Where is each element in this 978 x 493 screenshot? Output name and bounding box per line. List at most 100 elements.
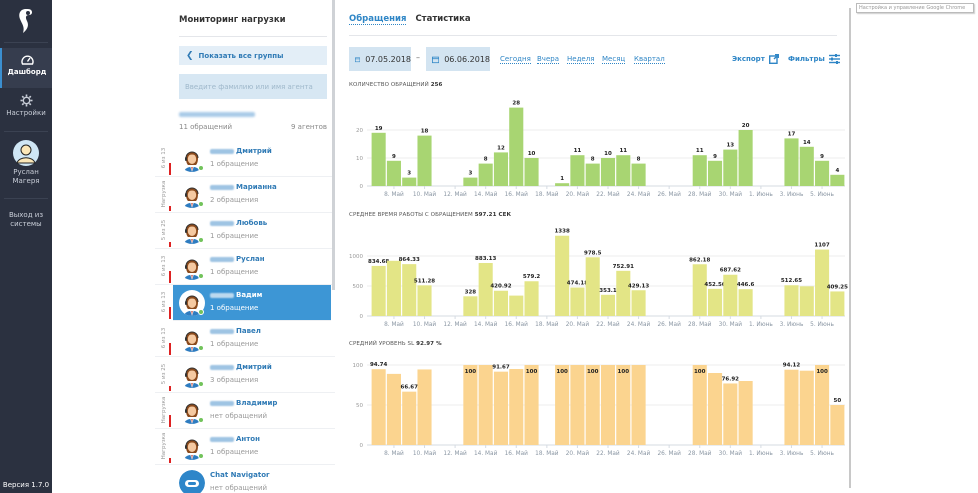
agent-search-input[interactable] <box>179 74 327 99</box>
chart-bar <box>463 365 478 445</box>
chart-bar <box>815 160 830 186</box>
redacted-surname <box>210 148 234 154</box>
x-tick-label: 12. Май <box>443 321 467 328</box>
redacted-surname <box>210 184 234 190</box>
agent-load-indicator: Нагрузка <box>159 431 169 463</box>
chart-title-requests-count: КОЛИЧЕСТВО ОБРАЩЕНИЙ 256 <box>349 82 442 88</box>
show-all-groups-button[interactable]: ❮ Показать все группы <box>179 46 327 65</box>
chart-bar <box>723 274 738 316</box>
agent-request-count: 1 обращение <box>210 448 259 456</box>
agent-list-item[interactable]: Chat Navigator нет обращений <box>155 465 335 493</box>
chart-bar <box>631 365 646 445</box>
x-tick-label: 8. Май <box>384 321 404 328</box>
chart-bar <box>616 270 631 316</box>
agent-avatar-icon <box>184 223 200 244</box>
agent-list-item[interactable]: 5 из 25 Любовь 1 обращение <box>155 213 335 249</box>
bar-data-label: 446.6 <box>737 282 755 288</box>
chart-bar <box>815 365 830 445</box>
online-status-dot <box>198 237 204 243</box>
x-tick-label: 24. Май <box>627 191 651 198</box>
agent-load-bar <box>169 343 171 355</box>
page-scrollbar[interactable] <box>849 8 851 488</box>
x-tick-label: 14. Май <box>474 191 498 198</box>
agent-first-name: Павел <box>236 327 261 335</box>
chart-bar <box>631 290 646 316</box>
quick-range-quarter[interactable]: Квартал <box>634 55 665 64</box>
chevron-left-icon: ❮ <box>186 50 194 61</box>
show-all-groups-label: Показать все группы <box>198 51 284 60</box>
agent-first-name: Дмитрий <box>236 147 272 155</box>
service-level-chart: 0 50 100 94.74 66.67 100 91.67 100 100 100 100 100 7… <box>353 362 845 457</box>
chart-title-value: 256 <box>430 82 443 88</box>
bar-data-label: 18 <box>421 129 429 135</box>
chart-bar <box>493 371 509 445</box>
bar-data-label: 20 <box>742 123 750 129</box>
user-last-name: Магеря <box>12 177 40 185</box>
bar-data-label: 100 <box>526 369 538 375</box>
agent-list-item[interactable]: 5 из 25 Дмитрий 3 обращения <box>155 357 335 393</box>
bar-data-label: 512.65 <box>781 278 802 284</box>
export-label: Экспорт <box>732 55 765 63</box>
agent-request-count: 1 обращение <box>210 232 259 240</box>
chart-bar <box>478 163 493 186</box>
date-to-picker[interactable]: 06.06.2018 <box>426 47 490 71</box>
bar-data-label: 474.18 <box>567 281 588 287</box>
chart-title-value: 597.21 СЕК <box>474 212 512 218</box>
nav-user-profile[interactable]: Руслан Магеря <box>0 140 52 192</box>
nav-item-settings[interactable]: Настройки <box>0 94 52 130</box>
agent-avatar-icon <box>184 187 200 208</box>
agent-request-count: 1 обращение <box>210 160 259 168</box>
x-tick-label: 18. Май <box>535 191 559 198</box>
agent-list-item[interactable]: Нагрузка Антон 1 обращение <box>155 429 335 465</box>
agent-avatar-icon <box>184 439 200 460</box>
y-tick-label: 0 <box>360 184 364 190</box>
scrollbar-thumb[interactable] <box>332 0 335 290</box>
tab-requests[interactable]: Обращения <box>349 14 407 25</box>
agent-first-name: Вадим <box>236 291 263 299</box>
logout-label-line1: Выход из <box>8 211 44 219</box>
group-agents-count: 9 агентов <box>290 123 327 131</box>
chart-bar <box>402 391 417 445</box>
bar-data-label: 10 <box>604 151 612 157</box>
logout-label-line2: системы <box>10 220 42 228</box>
redacted-surname <box>210 364 234 370</box>
logout-button[interactable]: Выход из системы <box>0 211 52 231</box>
x-tick-label: 10. Май <box>413 450 437 457</box>
chart-bar <box>799 286 814 316</box>
quick-range-today[interactable]: Сегодня <box>500 55 531 64</box>
chart-bar <box>815 249 830 316</box>
quick-range-yesterday[interactable]: Вчера <box>537 55 559 64</box>
agent-list-item[interactable]: 6 из 13 Павел 1 обращение <box>155 321 335 357</box>
agent-list-item[interactable]: 6 из 13 Вадим 1 обращение <box>161 285 331 321</box>
group-requests-count: 11 обращений <box>179 123 233 131</box>
bar-data-label: 687.62 <box>720 268 741 274</box>
chart-bar <box>570 365 585 445</box>
online-status-dot <box>198 165 204 171</box>
tab-statistics[interactable]: Статистика <box>415 14 471 24</box>
quick-range-month[interactable]: Месяц <box>602 55 626 64</box>
chart-bar <box>784 285 799 316</box>
x-tick-label: 1. Июнь <box>749 322 773 328</box>
bar-data-label: 100 <box>816 369 828 375</box>
chart-bar <box>509 107 524 186</box>
chart-bar <box>830 291 845 316</box>
x-tick-label: 30. Май <box>719 450 743 457</box>
x-tick-label: 16. Май <box>505 321 529 328</box>
agent-list-item[interactable]: Нагрузка Владимир нет обращений <box>155 393 335 429</box>
agent-load-label: 5 из 25 <box>161 219 167 241</box>
export-button[interactable]: Экспорт <box>732 54 779 64</box>
nav-item-dashboard[interactable]: Дашборд <box>0 48 52 88</box>
date-from-picker[interactable]: 07.05.2018 <box>349 47 411 71</box>
agent-list-scrollbar[interactable] <box>332 0 335 290</box>
chart-title-avg-handle-time: СРЕДНЕЕ ВРЕМЯ РАБОТЫ С ОБРАЩЕНИЕМ 597.21… <box>349 212 511 218</box>
chart-bar <box>371 265 386 316</box>
filters-button[interactable]: Фильтры <box>788 54 840 64</box>
bar-data-label: 100 <box>556 369 568 375</box>
agent-list-item[interactable]: 6 из 13 Дмитрий 1 обращение <box>155 141 335 177</box>
agent-list-item[interactable]: Нагрузка Марианна 2 обращения <box>155 177 335 213</box>
logo[interactable] <box>0 0 52 42</box>
chart-bar <box>738 130 753 186</box>
quick-range-week[interactable]: Неделя <box>567 55 595 64</box>
chart-bar <box>799 370 814 445</box>
agent-list-item[interactable]: 6 из 13 Руслан 1 обращение <box>155 249 335 285</box>
